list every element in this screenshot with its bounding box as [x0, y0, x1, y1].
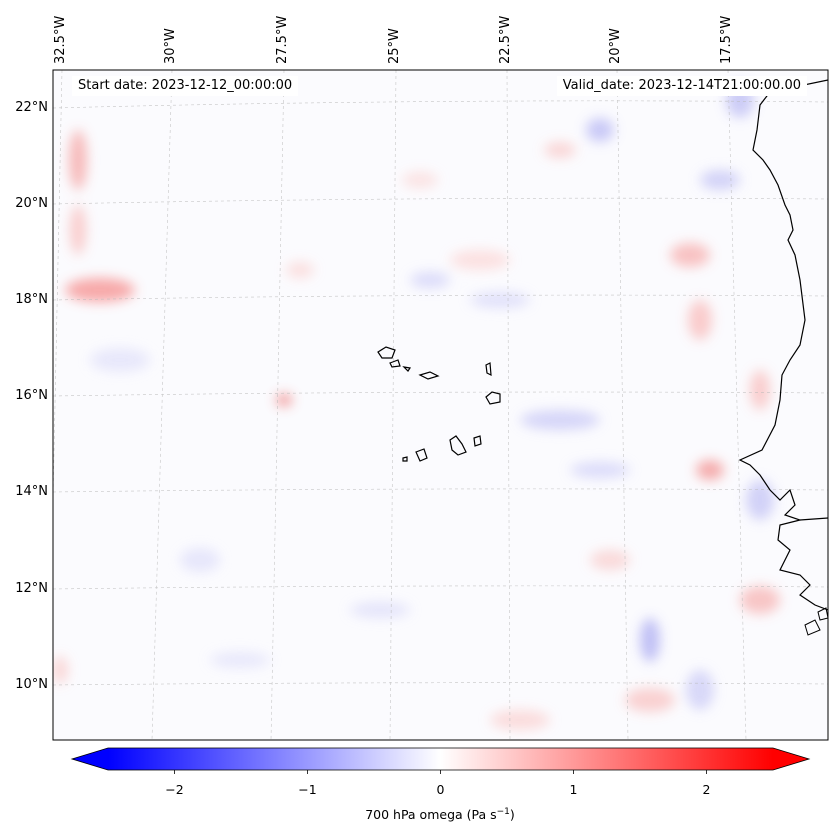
cape-verde-islands — [377, 346, 501, 462]
longitude-label: 30°W — [163, 28, 178, 64]
colorbar-tick-label: −1 — [298, 782, 317, 797]
colorbar — [70, 747, 811, 774]
colorbar-body — [108, 748, 773, 770]
longitude-label: 25°W — [387, 28, 402, 64]
colorbar-tick-label: 1 — [569, 782, 578, 797]
colorbar-extend-low — [72, 748, 108, 770]
latitude-label: 10°N — [15, 677, 48, 692]
latitude-label: 20°N — [15, 196, 48, 211]
omega-field — [53, 70, 828, 740]
gridlines — [53, 70, 828, 740]
colorbar-tick-label: 0 — [436, 782, 445, 797]
latitude-label: 16°N — [15, 388, 48, 403]
longitude-label: 17.5°W — [719, 15, 734, 64]
longitude-label: 27.5°W — [275, 15, 290, 64]
map-frame — [52, 69, 829, 741]
africa-coastline — [738, 79, 828, 611]
latitude-label: 14°N — [15, 484, 48, 499]
longitude-label: 20°W — [608, 28, 623, 64]
latitude-label: 22°N — [15, 100, 48, 115]
latitude-label: 12°N — [15, 581, 48, 596]
colorbar-tick-label: 2 — [702, 782, 711, 797]
start-date-label: Start date: 2023-12-12_00:00:00 — [72, 76, 299, 96]
colorbar-tick-label: −2 — [165, 782, 184, 797]
valid-date-label: Valid_date: 2023-12-14T21:00:00.00 — [556, 76, 807, 96]
latitude-label: 18°N — [15, 292, 48, 307]
colorbar-label: 700 hPa omega (Pa s−1) — [365, 807, 515, 823]
longitude-label: 22.5°W — [498, 15, 513, 64]
colorbar-extend-high — [773, 748, 809, 770]
longitude-label: 32.5°W — [53, 15, 68, 64]
